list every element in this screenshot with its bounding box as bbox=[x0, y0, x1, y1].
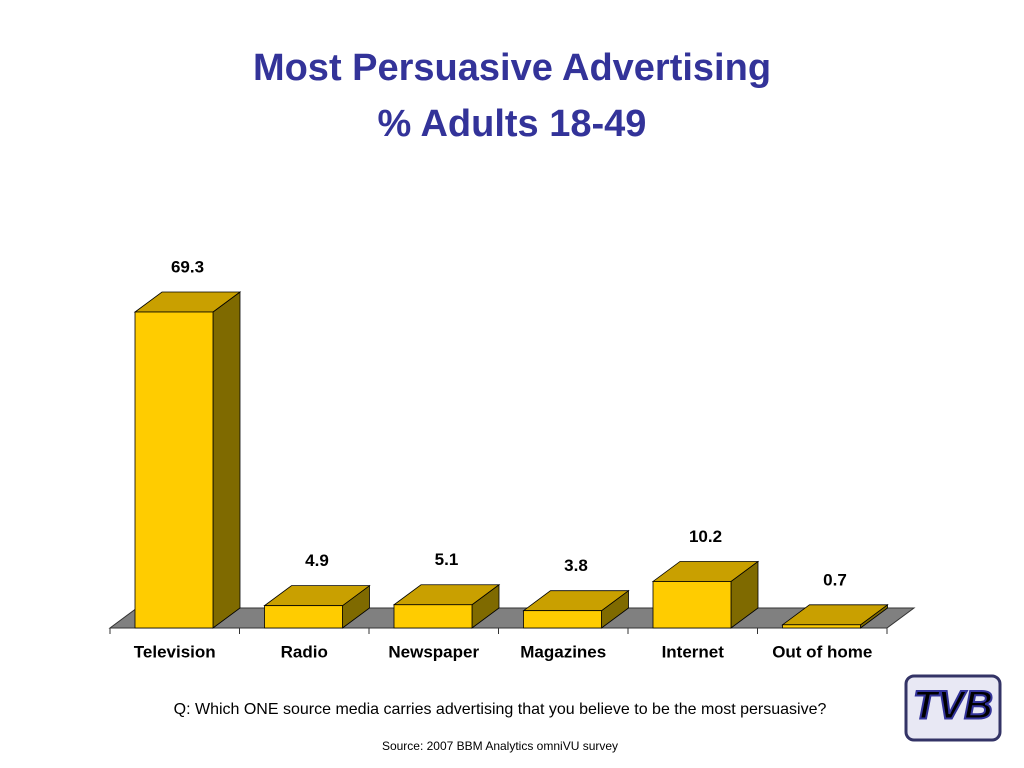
value-label: 3.8 bbox=[564, 556, 588, 575]
logo-badge bbox=[904, 674, 1002, 742]
value-label: 4.9 bbox=[305, 551, 329, 570]
bar bbox=[782, 624, 861, 629]
x-tick-label: Television bbox=[134, 642, 216, 661]
value-label: 69.3 bbox=[171, 257, 204, 276]
chart-title: Most Persuasive Advertising bbox=[253, 47, 771, 89]
x-tick-label: Internet bbox=[662, 642, 725, 661]
question: Q: Which ONE source media carries advert… bbox=[174, 701, 827, 718]
bar bbox=[134, 311, 214, 629]
bar-side bbox=[212, 291, 241, 629]
value-label: 0.7 bbox=[823, 570, 847, 589]
source: Source: 2007 BBM Analytics omniVU survey bbox=[382, 739, 618, 753]
value-label: 5.1 bbox=[435, 550, 459, 569]
x-tick-label: Radio bbox=[281, 642, 328, 661]
bar bbox=[393, 604, 473, 629]
bar bbox=[652, 581, 732, 629]
bar bbox=[264, 605, 343, 629]
chart-subtitle: % Adults 18-49 bbox=[378, 103, 647, 145]
logo-text: TVB bbox=[913, 684, 993, 728]
x-tick-label: Magazines bbox=[520, 642, 606, 661]
value-label: 10.2 bbox=[689, 527, 722, 546]
bar bbox=[523, 610, 602, 629]
x-tick-label: Out of home bbox=[772, 642, 872, 661]
logo: TVB bbox=[904, 674, 1002, 742]
x-tick-label: Newspaper bbox=[388, 642, 479, 661]
